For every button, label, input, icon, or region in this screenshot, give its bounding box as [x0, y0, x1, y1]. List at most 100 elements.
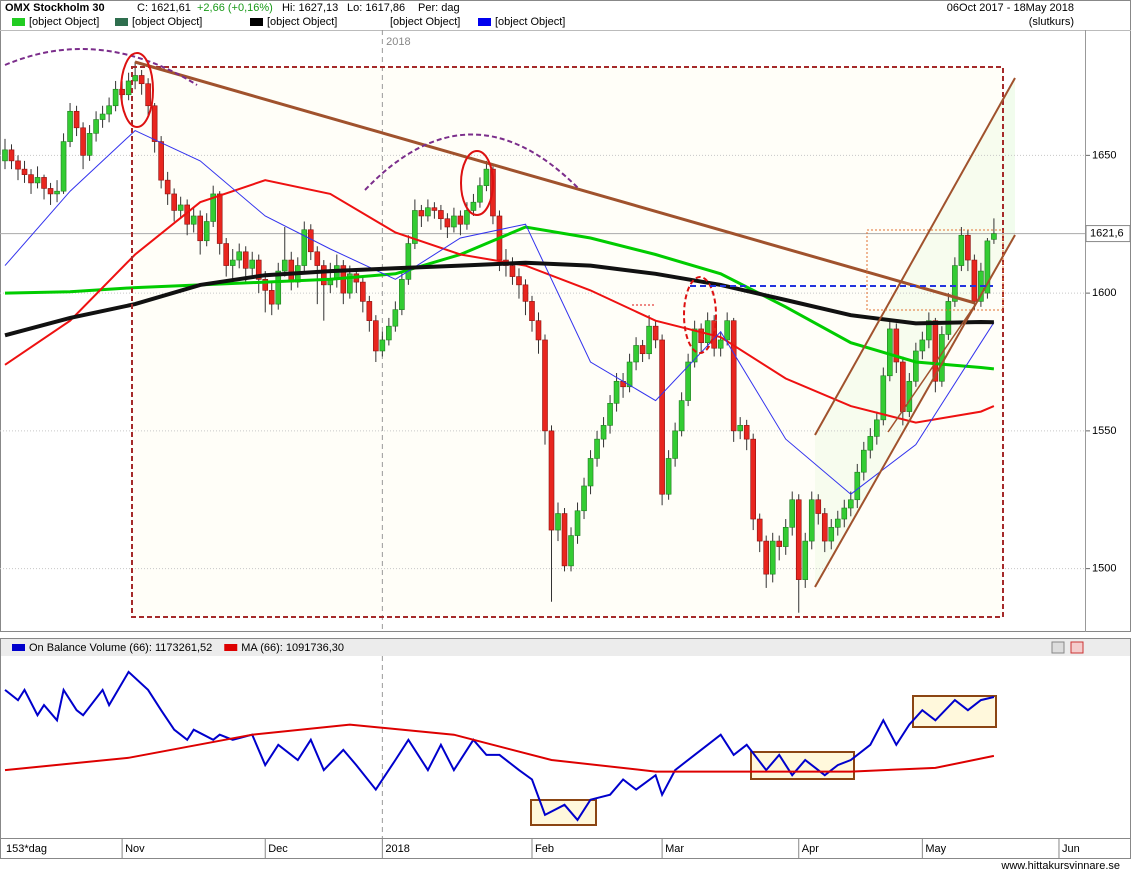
x-tick-label: 2018 [385, 843, 409, 855]
candle-body [542, 339, 548, 432]
candle-body [509, 265, 516, 277]
candle-body [893, 328, 900, 363]
candle-body [958, 234, 965, 266]
x-tick-label: Nov [125, 843, 145, 855]
candle-body [971, 259, 978, 302]
candle-body [639, 345, 646, 355]
candle-body [795, 499, 802, 580]
candle-body [360, 281, 366, 302]
channel-lower [814, 234, 1016, 588]
candle-body [60, 141, 67, 192]
candle-body [164, 179, 171, 195]
candle-body [412, 210, 418, 244]
channel-mid [887, 304, 976, 433]
candle-body [945, 301, 952, 335]
x-tick-label: Mar [665, 843, 684, 855]
candle-body [704, 320, 711, 344]
candle-body [815, 499, 822, 514]
change: +2,66 (+0,16%) [197, 2, 273, 14]
tool-button[interactable] [1051, 641, 1065, 654]
high: Hi: 1627,13 [282, 2, 338, 14]
candle-body [425, 207, 431, 217]
candle-body [268, 290, 275, 305]
candle-body [28, 174, 34, 184]
legend-label: [object Object] [267, 16, 337, 28]
candle-body [47, 188, 54, 195]
candle-body [249, 259, 256, 269]
candle-body [15, 160, 21, 170]
close: C: 1621,61 [137, 2, 191, 14]
candle-body [262, 279, 269, 291]
candle-body [808, 499, 815, 542]
candle-body [216, 193, 223, 244]
legend-swatch [250, 18, 263, 26]
legend-label: [object Object] [390, 16, 460, 28]
candle-body [581, 485, 587, 512]
candle-body [555, 513, 561, 531]
y-tick-label: 1600 [1092, 287, 1116, 299]
legend-label: [object Object] [495, 16, 565, 28]
candle-body [841, 507, 848, 520]
candle-body [190, 215, 197, 225]
y-tick-label: 1650 [1092, 149, 1116, 161]
candle-body [451, 215, 457, 228]
annotations [4, 48, 1016, 618]
candle-body [919, 339, 926, 352]
candle-body [913, 350, 919, 382]
close-button[interactable] [1070, 641, 1084, 654]
candle-body [860, 449, 867, 473]
candle-body [405, 243, 412, 280]
candle-body [8, 149, 15, 162]
title: OMX Stockholm 30 [5, 2, 105, 14]
candle-body [106, 105, 112, 115]
candle-body [54, 190, 60, 195]
candle-body [561, 513, 568, 567]
candle-body [138, 75, 145, 85]
legend-swatch [12, 18, 25, 26]
candle-body [418, 210, 425, 217]
candle-body [93, 119, 99, 134]
candle-body [41, 177, 47, 189]
candle-body [568, 535, 574, 567]
candle-body [444, 218, 451, 228]
candle-body [320, 265, 327, 286]
candle-body [652, 325, 659, 341]
candle-body [789, 499, 796, 528]
candle-body [743, 425, 750, 440]
candle-body [177, 204, 184, 211]
candle-body [67, 110, 73, 142]
candle-body [574, 510, 581, 536]
candle-body [242, 251, 249, 269]
candle-body [633, 345, 639, 363]
candle-body [399, 279, 405, 310]
candle-body [386, 325, 392, 341]
candle-body [646, 325, 652, 355]
dashed-box [131, 66, 1004, 618]
x-tick-label: Feb [535, 843, 554, 855]
candle-body [255, 259, 262, 280]
candle-body [776, 540, 783, 547]
candle-body [932, 320, 939, 382]
candle-body [665, 458, 672, 495]
candle-body [522, 284, 529, 302]
candle-body [125, 80, 132, 96]
candle-body [756, 518, 763, 542]
x-tick-label: Dec [268, 843, 288, 855]
legend-label: MA (66): 1091736,30 [241, 642, 344, 654]
candle-body [80, 127, 86, 156]
year-label: 2018 [386, 36, 410, 48]
candle-body [392, 309, 399, 327]
candle-body [210, 193, 216, 222]
candle-body [763, 540, 770, 575]
candle-body [229, 259, 236, 266]
candle-body [438, 210, 444, 220]
oval [683, 276, 717, 354]
lower-legend-bar [1, 639, 1130, 656]
box-fill [132, 67, 1003, 617]
legend-label: [object Object] [29, 16, 99, 28]
legend-label: [object Object] [132, 16, 202, 28]
candle-body [874, 419, 880, 437]
candle-body [691, 328, 698, 363]
